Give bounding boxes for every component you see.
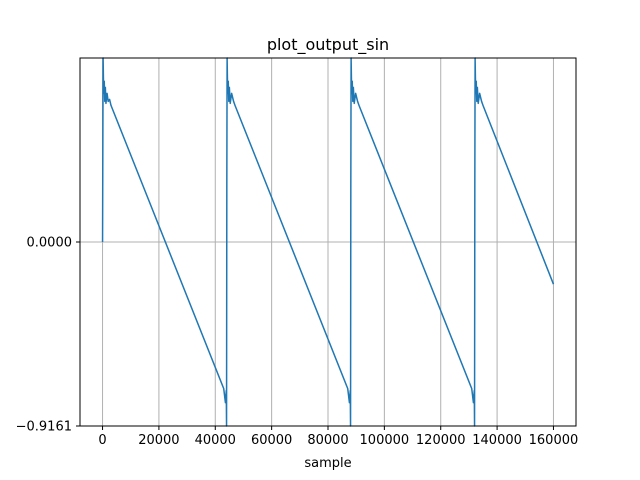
y-tick-label: 0.0000 [27, 235, 73, 250]
x-tick-label: 80000 [307, 433, 348, 448]
chart-title: plot_output_sin [267, 35, 389, 55]
y-tick-label: −0.9161 [16, 420, 72, 435]
x-tick-label: 0 [98, 433, 106, 448]
x-tick-label: 20000 [138, 433, 179, 448]
x-tick-label: 120000 [416, 433, 466, 448]
y-axis-label: - [0, 260, 4, 265]
x-axis-label: sample [304, 456, 351, 471]
x-tick-label: 140000 [472, 433, 522, 448]
axis-ticks: 0 20000 40000 60000 80000 100000 120000 140000 1… [16, 235, 579, 448]
x-tick-label: 60000 [251, 433, 292, 448]
x-tick-label: 100000 [360, 433, 410, 448]
series-line [101, 57, 555, 427]
x-tick-label: 40000 [195, 433, 236, 448]
x-tick-label: 160000 [529, 433, 579, 448]
